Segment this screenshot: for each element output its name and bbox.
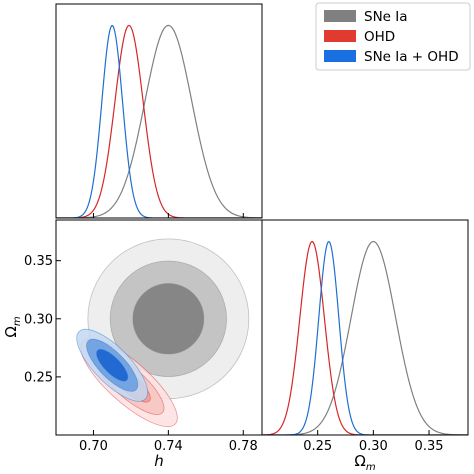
omega-y-tick-label: 0.35 xyxy=(24,254,53,269)
h-marginal-sne-ia xyxy=(56,24,262,218)
panel-h-frame xyxy=(55,3,263,219)
panel-omega-marginal: 0.25 0.30 0.35 xyxy=(261,219,469,454)
h-tick-label: 0.70 xyxy=(79,439,108,454)
legend-swatch-combined xyxy=(324,50,356,62)
panel-joint-h-omega: 0.70 0.74 0.78 0.25 0.30 0.35 xyxy=(24,219,263,454)
legend-label-sne: SNe Ia xyxy=(364,9,408,25)
omega-marginal-sne-ia xyxy=(262,240,468,435)
omega-y-tick-label: 0.30 xyxy=(24,312,53,327)
h-marginal-ohd xyxy=(56,24,262,218)
contour-sne-ia-level-1 xyxy=(132,283,205,355)
panel-omega-frame xyxy=(261,219,469,436)
h-tick-label: 0.74 xyxy=(154,439,183,454)
x-axis-label-h: h xyxy=(154,452,164,470)
omega-y-tick-label: 0.25 xyxy=(24,370,53,385)
legend: SNe Ia OHD SNe Ia + OHD xyxy=(315,2,471,71)
h-tick-label: 0.78 xyxy=(229,439,258,454)
omega-x-tick-label: 0.30 xyxy=(359,439,388,454)
legend-label-combined: SNe Ia + OHD xyxy=(364,49,459,65)
h-marginal-sne-ia-ohd xyxy=(56,24,262,218)
omega-marginal-ohd xyxy=(262,240,468,435)
omega-x-tick-label: 0.35 xyxy=(415,439,444,454)
contour-sne-ia-ohd-level-1 xyxy=(96,349,129,382)
omega-marginal-sne-ia-ohd xyxy=(262,240,468,435)
legend-label-ohd: OHD xyxy=(364,29,395,45)
legend-swatch-sne xyxy=(324,10,356,22)
legend-swatch-ohd xyxy=(324,30,356,42)
y-axis-label-omega: Ωm xyxy=(2,316,23,337)
omega-x-tick-label: 0.25 xyxy=(303,439,332,454)
x-axis-label-omega: Ωm xyxy=(354,452,375,473)
panel-h-marginal xyxy=(55,3,263,219)
